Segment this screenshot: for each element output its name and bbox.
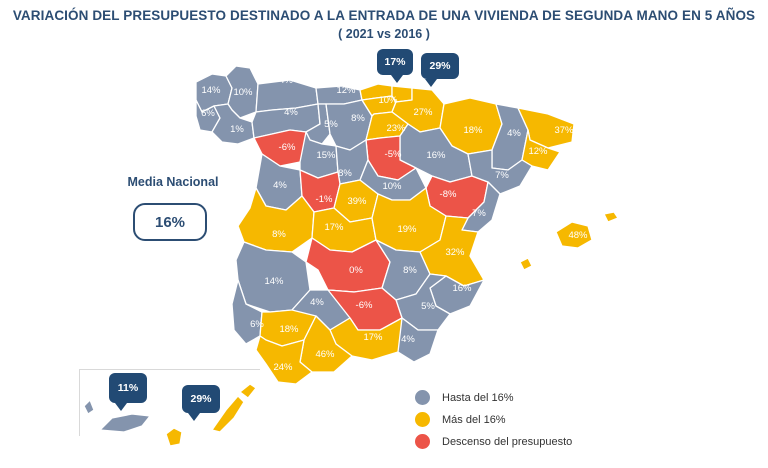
- callout-gipuzkoa: 29%: [421, 53, 459, 87]
- label-granada: 17%: [363, 332, 383, 343]
- label-ourense: 1%: [230, 124, 244, 135]
- region-huelva: [231, 279, 263, 345]
- label-lleida: 4%: [507, 128, 521, 139]
- legend-item-red: Descenso del presupuesto: [415, 434, 572, 449]
- label-cantabria: 12%: [336, 85, 356, 96]
- callout-bizkaia: 17%: [377, 49, 413, 83]
- callout-tail: [391, 75, 403, 83]
- label-girona: 37%: [554, 125, 574, 136]
- label-burgos: 8%: [351, 113, 365, 124]
- label-almeria: 4%: [401, 334, 415, 345]
- region-lugo: [225, 65, 259, 119]
- callout-tail: [188, 413, 200, 421]
- region-caceres: [237, 187, 315, 253]
- region-lanzarote: [239, 383, 257, 399]
- callout-fuerteventura: 29%: [182, 385, 220, 421]
- label-cadiz: 24%: [273, 362, 293, 373]
- label-madrid: 39%: [347, 196, 367, 207]
- legend-item-yellow: Más del 16%: [415, 412, 506, 427]
- callout-tail: [425, 79, 437, 87]
- label-barcelona: 12%: [528, 146, 548, 157]
- label-ciudad-real: 0%: [349, 265, 363, 276]
- label-huelva: 6%: [250, 319, 264, 330]
- label-lugo: 10%: [233, 87, 253, 98]
- region-valencia: [419, 215, 485, 287]
- legend-dot-yellow: [415, 412, 430, 427]
- label-toledo: 17%: [324, 222, 344, 233]
- label-la-rioja: 23%: [386, 123, 406, 134]
- label-alicante: 16%: [452, 283, 472, 294]
- region-mallorca: [555, 221, 593, 249]
- label-albacete: 8%: [403, 265, 417, 276]
- legend-item-gray: Hasta del 16%: [415, 390, 514, 405]
- callout-la-palma: 11%: [109, 373, 147, 411]
- legend-dot-gray: [415, 390, 430, 405]
- callout-la-palma-value: 11%: [109, 373, 147, 403]
- label-pontevedra: 6%: [201, 108, 215, 119]
- canarias-inset-frame-side: [79, 369, 80, 436]
- label-sevilla: 18%: [279, 324, 299, 335]
- media-nacional-label: Media Nacional: [127, 175, 219, 189]
- callout-fuerteventura-value: 29%: [182, 385, 220, 413]
- label-segovia: 8%: [338, 168, 352, 179]
- label-cordoba: 4%: [310, 297, 324, 308]
- map-subtitle: ( 2021 vs 2016 ): [338, 27, 430, 41]
- label-guadalajara: 10%: [382, 181, 402, 192]
- callout-gipuzkoa-value: 29%: [421, 53, 459, 79]
- label-a-coruna: 14%: [201, 85, 221, 96]
- callout-bizkaia-value: 17%: [377, 49, 413, 75]
- label-asturias: 4%: [279, 75, 293, 86]
- label-soria: -5%: [385, 149, 402, 160]
- label-salamanca: 4%: [273, 180, 287, 191]
- label-cuenca: 19%: [397, 224, 417, 235]
- region-menorca: [603, 211, 619, 223]
- region-tenerife: [99, 413, 151, 433]
- label-leon: 4%: [284, 107, 298, 118]
- region-fuerteventura: [211, 395, 245, 433]
- label-jaen: -6%: [356, 300, 373, 311]
- region-la-palma: [83, 399, 95, 415]
- label-castellon: 7%: [472, 208, 486, 219]
- callout-tail: [115, 403, 127, 411]
- region-gran-canaria: [165, 427, 183, 447]
- canarias-inset-frame: [79, 369, 260, 370]
- legend-dot-red: [415, 434, 430, 449]
- label-murcia: 5%: [421, 301, 435, 312]
- label-huesca: 18%: [463, 125, 483, 136]
- legend-label-red: Descenso del presupuesto: [442, 435, 573, 448]
- label-zaragoza: 16%: [426, 150, 446, 161]
- region-ibiza: [519, 257, 533, 271]
- label-tarragona: 7%: [495, 170, 509, 181]
- label-valencia: 32%: [445, 247, 465, 258]
- label-valladolid: 15%: [316, 150, 336, 161]
- label-malaga: 46%: [315, 349, 335, 360]
- legend-label-yellow: Más del 16%: [442, 413, 506, 426]
- legend-label-gray: Hasta del 16%: [442, 391, 514, 404]
- label-zamora: -6%: [279, 142, 296, 153]
- label-navarra: 27%: [413, 107, 433, 118]
- label-avila: -1%: [316, 194, 333, 205]
- label-bizkaia: 10%: [378, 95, 398, 106]
- label-mallorca: 48%: [568, 230, 588, 241]
- map-title: VARIACIÓN DEL PRESUPUESTO DESTINADO A LA…: [12, 8, 756, 23]
- label-teruel: -8%: [440, 189, 457, 200]
- label-caceres: 8%: [272, 229, 286, 240]
- label-badajoz: 14%: [264, 276, 284, 287]
- media-nacional-value: 16%: [133, 203, 207, 241]
- region-cadiz: [255, 335, 313, 385]
- region-almeria: [397, 317, 439, 363]
- label-palencia: 5%: [324, 119, 338, 130]
